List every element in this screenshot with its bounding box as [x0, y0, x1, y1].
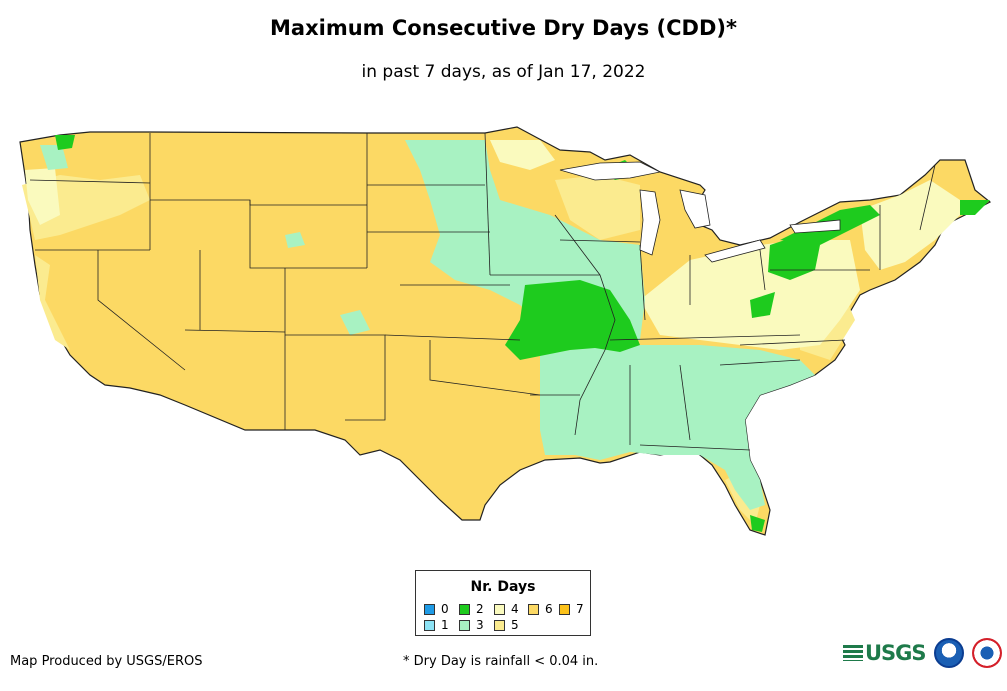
map-credit: Map Produced by USGS/EROS [10, 654, 203, 669]
state-boundaries [29, 132, 936, 451]
legend-swatch-1 [424, 619, 435, 631]
dry-day-footnote: * Dry Day is rainfall < 0.04 in. [403, 654, 599, 669]
legend-label-4: 4 [511, 602, 519, 616]
boundary-tn-ky [609, 334, 801, 341]
boundary-ks-ok [384, 334, 521, 341]
zone-2-appalachia [750, 292, 775, 318]
boundary-mississippi [554, 214, 616, 436]
usgs-wave-icon [843, 645, 863, 661]
legend-item-6: 6 [528, 602, 553, 616]
legend-swatch-2 [459, 603, 470, 615]
boundary-ut-az [184, 329, 286, 333]
lake-ontario [789, 219, 841, 234]
legend-swatch-5 [494, 619, 505, 631]
legend-item-1: 1 [424, 618, 449, 632]
zone-2-missouri [505, 280, 640, 360]
boundary-nm-tx [285, 334, 386, 421]
boundary-me [919, 164, 936, 231]
zone-3-patch-wyoming [285, 232, 305, 248]
legend-swatch-4 [494, 603, 505, 615]
legend-swatch-0 [424, 603, 435, 615]
usgs-logo-text: USGS [865, 641, 927, 665]
agency-logos: USGS [843, 638, 1002, 668]
zone-5-great-lakes [555, 175, 640, 240]
boundary-al-ga [679, 364, 691, 441]
boundary-wa-or [29, 179, 151, 184]
zone-2-florida-tip [750, 515, 765, 532]
legend-label-1: 1 [441, 618, 449, 632]
zone-2-pennsylvania [768, 235, 820, 280]
nws-logo-icon [971, 638, 1002, 668]
legend-item-3: 3 [459, 618, 484, 632]
legend-label-6: 6 [545, 602, 553, 616]
map-subtitle: in past 7 days, as of Jan 17, 2022 [361, 62, 646, 82]
noaa-logo-icon [933, 638, 964, 668]
legend-label-7: 7 [576, 602, 584, 616]
zone-3-patch-colorado [340, 310, 370, 335]
legend-title: Nr. Days [470, 579, 536, 595]
great-lakes [559, 161, 841, 263]
lake-superior [559, 161, 662, 181]
lake-michigan [639, 189, 661, 256]
boundary-ga-fl [639, 444, 751, 451]
boundary-wy [249, 200, 367, 269]
legend-swatch-7 [559, 603, 570, 615]
boundary-va-nc [739, 339, 846, 346]
legend-item-5: 5 [494, 618, 519, 632]
map-title: Maximum Consecutive Dry Days (CDD)* [270, 16, 737, 40]
zone-3-southeast [540, 345, 815, 510]
legend-label-3: 3 [476, 618, 484, 632]
boundary-oh-pa [759, 249, 766, 291]
legend-item-2: 2 [459, 602, 484, 616]
lake-erie [704, 239, 766, 263]
zone-2-maine [960, 200, 990, 215]
legend-label-0: 0 [441, 602, 449, 616]
legend-box: Nr. Days 0 2 4 6 7 1 3 5 [415, 570, 591, 636]
zone-4-pacific [25, 168, 60, 225]
legend-item-7: 7 [559, 602, 584, 616]
legend-swatch-6 [528, 603, 539, 615]
boundary-wi-il [559, 239, 641, 243]
zone-4-new-england [860, 180, 960, 270]
zone-5-west-coast [35, 255, 70, 350]
boundary-ok-tx [429, 340, 541, 396]
usgs-logo: USGS [843, 641, 927, 665]
boundary-mn-east [484, 132, 491, 276]
zone-3-patch-washington [40, 145, 68, 170]
boundary-sc-nc [719, 359, 801, 366]
zone-4-north-plains [490, 140, 555, 170]
legend-label-2: 2 [476, 602, 484, 616]
boundary-ca-nv [97, 250, 186, 371]
legend-swatch-3 [459, 619, 470, 631]
legend-item-0: 0 [424, 602, 449, 616]
boundary-il-in [639, 244, 646, 321]
legend-item-4: 4 [494, 602, 519, 616]
legend-label-5: 5 [511, 618, 519, 632]
zone-2-washington-tip [55, 135, 75, 150]
lake-huron [679, 189, 711, 229]
